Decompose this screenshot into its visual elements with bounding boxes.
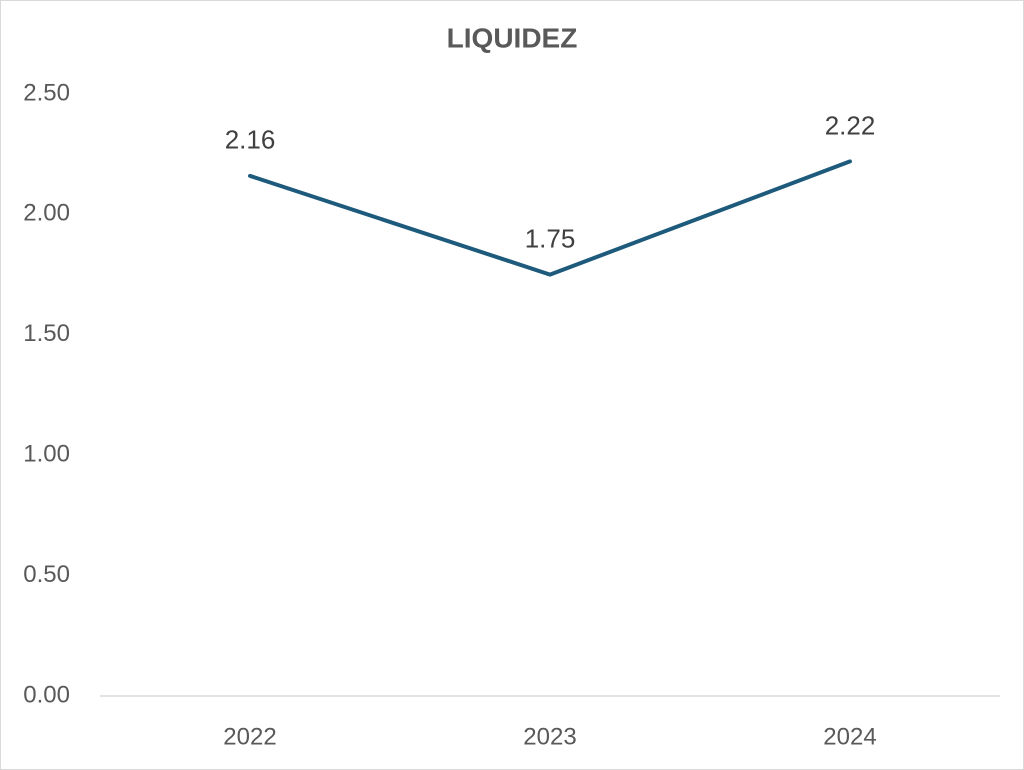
y-tick-label: 0.00 bbox=[23, 681, 70, 708]
y-tick-label: 2.50 bbox=[23, 79, 70, 106]
data-label: 2.16 bbox=[225, 125, 276, 155]
line bbox=[248, 159, 852, 277]
y-tick-label: 1.50 bbox=[23, 320, 70, 347]
y-tick-label: 0.50 bbox=[23, 561, 70, 588]
data-label: 1.75 bbox=[525, 223, 576, 253]
chart-title: LIQUIDEZ bbox=[447, 22, 578, 53]
y-tick-label: 1.00 bbox=[23, 441, 70, 468]
data-label: 2.22 bbox=[825, 110, 876, 140]
x-tick-label: 2023 bbox=[523, 723, 576, 750]
x-tick-label: 2022 bbox=[223, 723, 276, 750]
x-tick-label: 2024 bbox=[823, 723, 876, 750]
y-tick-label: 2.00 bbox=[23, 200, 70, 227]
